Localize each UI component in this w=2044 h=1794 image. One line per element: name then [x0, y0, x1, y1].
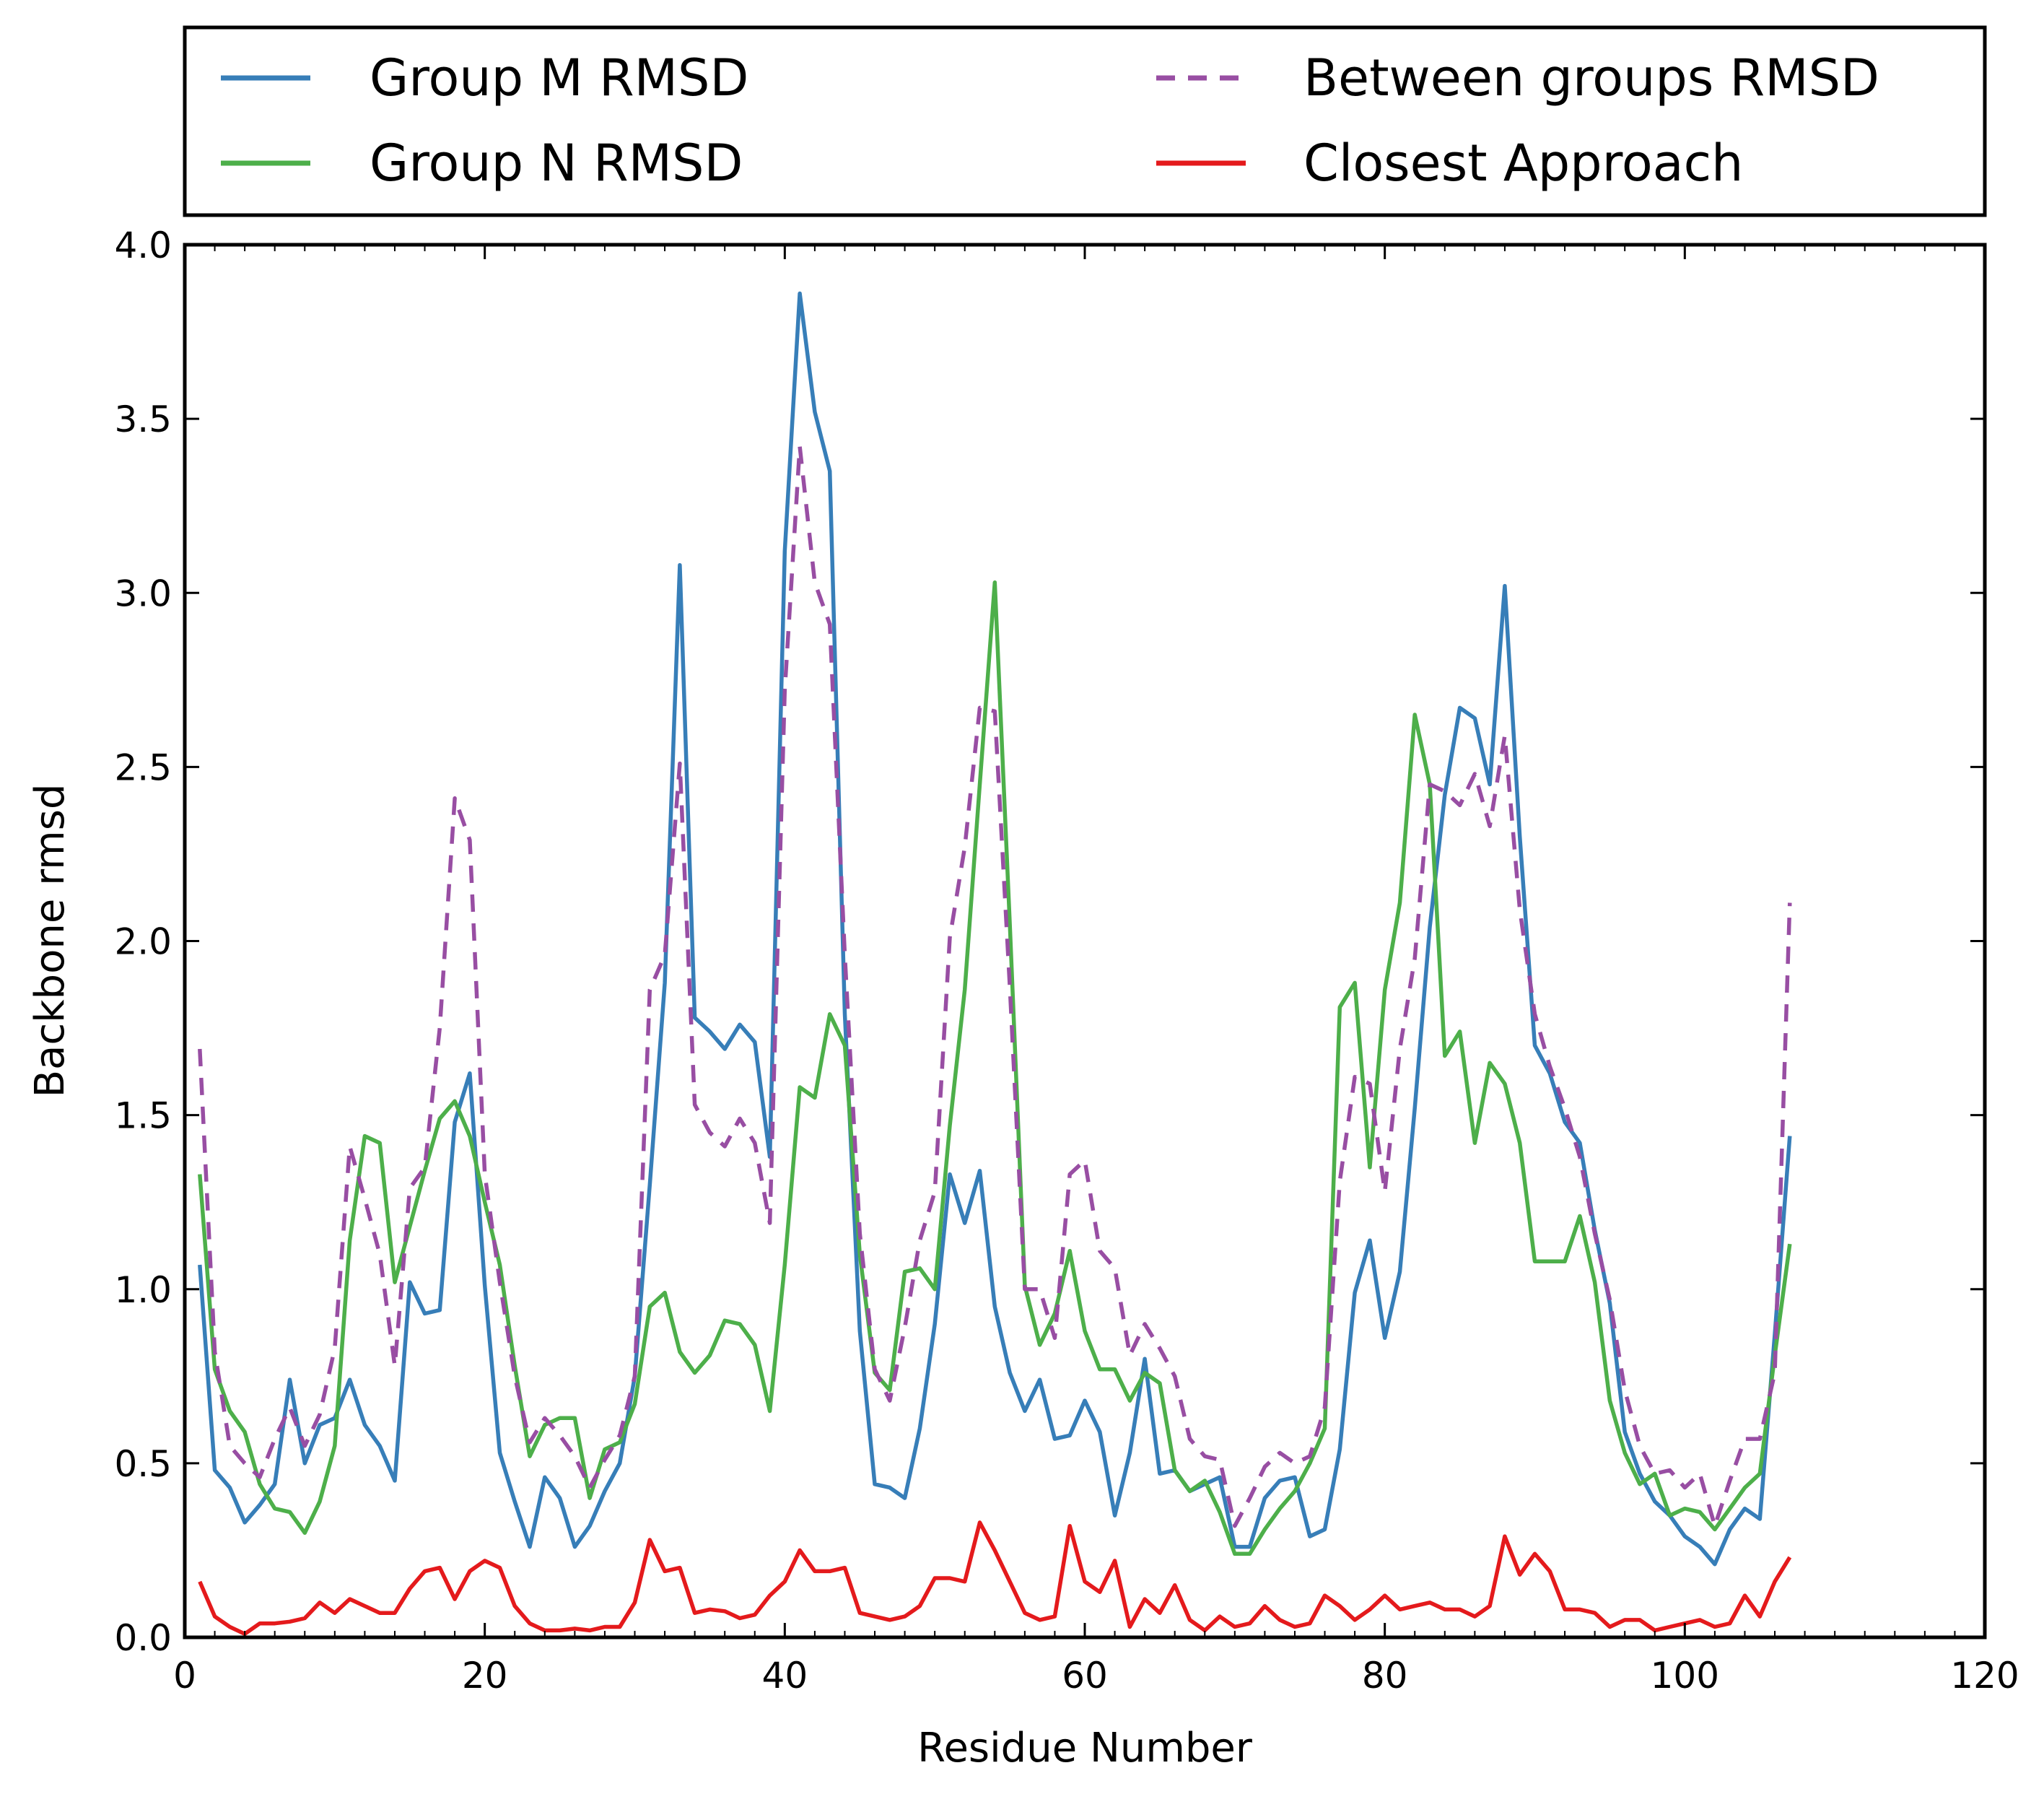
legend-entry-group-m: Group M RMSD: [221, 48, 748, 108]
series-line-group-m-rmsd: [198, 291, 1792, 1567]
y-tick-label: 1.5: [114, 1095, 172, 1137]
legend-label-group-m: Group M RMSD: [370, 48, 748, 108]
y-tick-label: 4.0: [114, 225, 172, 266]
series-line-group-n-rmsd: [198, 580, 1792, 1556]
x-tick-label: 100: [1651, 1655, 1719, 1697]
series-line-between-groups-rmsd: [198, 444, 1792, 1528]
x-axis-label: Residue Number: [917, 1725, 1253, 1772]
y-tick-label: 1.0: [114, 1269, 172, 1311]
legend-label-between-groups: Between groups RMSD: [1303, 48, 1879, 108]
legend: Group M RMSD Group N RMSD Between groups…: [183, 25, 1987, 217]
x-tick-label: 40: [762, 1655, 808, 1697]
y-tick-label: 3.0: [114, 572, 172, 614]
series-line-closest-approach: [198, 1520, 1792, 1636]
series-layer: [198, 291, 1792, 1636]
plot-frame: [183, 243, 1987, 1640]
x-tick-label: 120: [1950, 1655, 2019, 1697]
legend-entry-group-n: Group N RMSD: [221, 134, 743, 193]
legend-entry-between-groups: Between groups RMSD: [1156, 48, 1879, 108]
x-tick-label: 20: [462, 1655, 508, 1697]
y-tick-label: 0.5: [114, 1443, 172, 1485]
legend-label-group-n: Group N RMSD: [370, 134, 743, 193]
y-axis-label: Backbone rmsd: [27, 784, 74, 1098]
y-tick-label: 2.5: [114, 746, 172, 788]
legend-frame: [183, 25, 1987, 217]
legend-entry-closest-approach: Closest Approach: [1156, 134, 1743, 193]
y-tick-label: 3.5: [114, 399, 172, 440]
x-tick-label: 0: [173, 1655, 196, 1697]
x-tick-label: 80: [1362, 1655, 1408, 1697]
legend-label-closest-approach: Closest Approach: [1303, 134, 1743, 193]
y-tick-label: 2.0: [114, 921, 172, 963]
x-tick-label: 60: [1062, 1655, 1108, 1697]
y-tick-label: 0.0: [114, 1617, 172, 1659]
